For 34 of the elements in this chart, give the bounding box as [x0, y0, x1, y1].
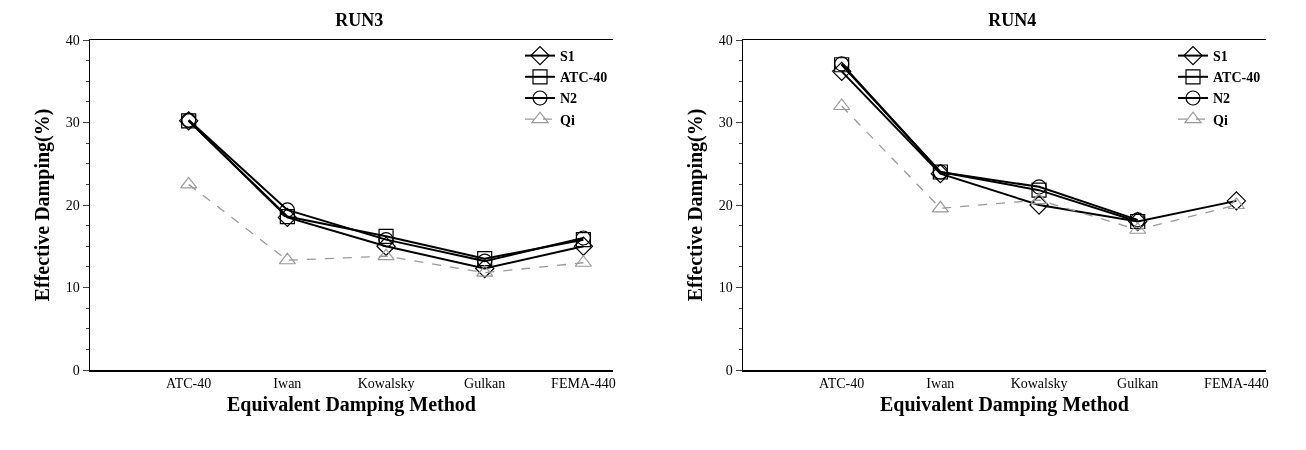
x-tick-label: Kowalsky — [1010, 376, 1068, 392]
y-tick-label: 10 — [65, 280, 80, 296]
x-tick-label: Gulkan — [1117, 376, 1159, 392]
x-axis-title: Equivalent Damping Method — [227, 392, 476, 416]
chart-title: RUN4 — [988, 10, 1037, 31]
x-tick-label: FEMA-440 — [1204, 376, 1269, 392]
legend-label: N2 — [1213, 91, 1231, 107]
y-axis-title: Effective Damping(%) — [684, 108, 708, 302]
y-tick-label: 40 — [718, 32, 733, 48]
x-tick-label: FEMA-440 — [551, 376, 616, 392]
legend-label: S1 — [1213, 49, 1228, 65]
legend-label: N2 — [560, 91, 578, 107]
x-tick-label: ATC-40 — [819, 376, 865, 392]
y-tick-label: 0 — [725, 362, 733, 378]
legend-label: Qi — [1213, 112, 1228, 128]
legend-label: ATC-40 — [1213, 70, 1261, 86]
y-tick-label: 20 — [65, 197, 80, 213]
x-tick-label: Iwan — [273, 376, 302, 392]
y-tick-label: 20 — [718, 197, 733, 213]
y-axis-title: Effective Damping(%) — [31, 108, 55, 302]
legend-label: ATC-40 — [560, 70, 608, 86]
y-tick-label: 40 — [65, 32, 80, 48]
x-tick-label: Gulkan — [464, 376, 506, 392]
x-axis-title: Equivalent Damping Method — [880, 392, 1129, 416]
y-tick-label: 10 — [718, 280, 733, 296]
legend-label: S1 — [560, 49, 575, 65]
legend-label: Qi — [560, 112, 575, 128]
x-tick-label: ATC-40 — [166, 376, 212, 392]
x-tick-label: Kowalsky — [357, 376, 415, 392]
chart-title: RUN3 — [335, 10, 384, 31]
y-tick-label: 0 — [72, 362, 80, 378]
y-tick-label: 30 — [65, 115, 80, 131]
x-tick-label: Iwan — [926, 376, 955, 392]
y-tick-label: 30 — [718, 115, 733, 131]
